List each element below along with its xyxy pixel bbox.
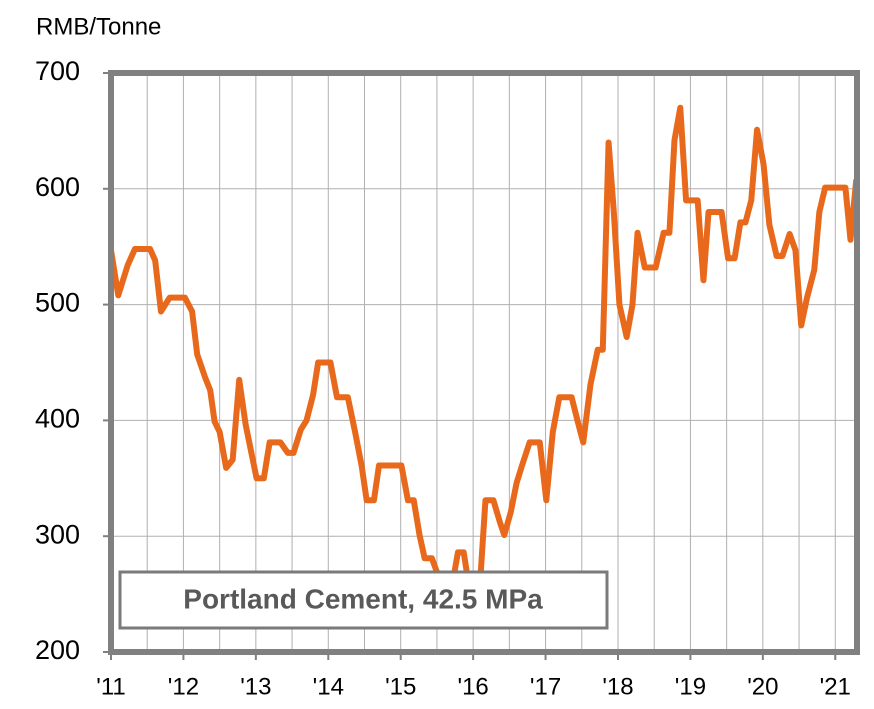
y-tick-label: 500	[35, 288, 80, 318]
x-tick-label: '21	[820, 673, 851, 700]
line	[111, 104, 857, 593]
annotation: Portland Cement, 42.5 MPa	[183, 583, 543, 614]
annotation-box	[118, 570, 609, 630]
y-tick-label: 600	[35, 172, 80, 202]
y-tick-label: 700	[35, 56, 80, 86]
y-axis-label: RMB/Tonne	[36, 13, 161, 40]
x-tick-label: '17	[530, 673, 561, 700]
y-tick-label: 400	[35, 404, 80, 434]
x-tick-label: '19	[675, 673, 706, 700]
x-tick-label: '16	[457, 673, 488, 700]
x-tick-label: '11	[96, 673, 126, 700]
y-tick-label: 300	[35, 519, 80, 549]
x-tick-label: '20	[747, 673, 778, 700]
x-tick-label: '14	[313, 673, 344, 700]
x-tick-label: '15	[385, 673, 416, 700]
plot-frame	[108, 70, 860, 655]
y-tick-label: 200	[35, 635, 80, 665]
x-tick-label: '12	[168, 673, 199, 700]
x-tick-label: '13	[240, 673, 271, 700]
x-tick-label: '18	[602, 673, 633, 700]
